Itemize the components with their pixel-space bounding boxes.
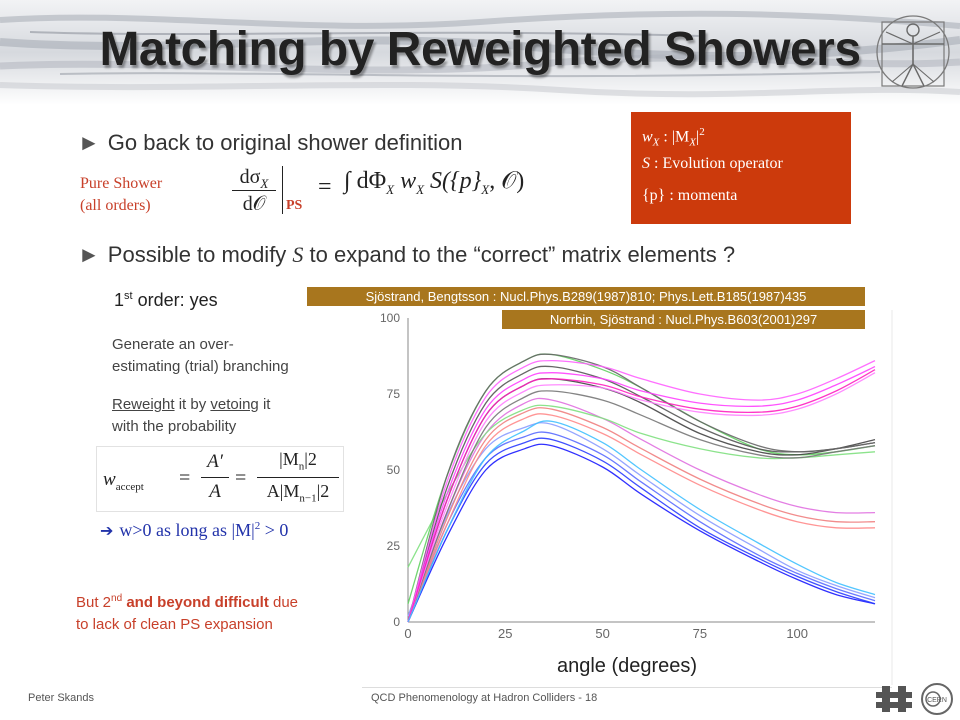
legend-momenta: {p} : momenta (642, 187, 738, 204)
y-tick-label: 0 (393, 615, 400, 629)
y-tick-label: 100 (380, 311, 400, 325)
formula1-equals: = (318, 174, 332, 200)
banner-background (0, 0, 960, 105)
footer-author: Peter Skands (28, 692, 95, 704)
formula2-frac1-num: A′ (207, 451, 223, 472)
implication-positive-weight: ➔ w>0 as long as |M|2 > 0 (100, 520, 289, 540)
series-line-12 (407, 390, 876, 623)
y-tick-label: 25 (387, 539, 401, 553)
slide-title: Matching by Reweighted Showers (99, 23, 861, 76)
formula2-frac2-num: |Mn|2 (279, 449, 317, 473)
angular-distribution-chart: 0 25 50 75 100 0 25 50 75 100 angle (degrees) (380, 310, 893, 685)
formula1-lhs-numerator: dσX (239, 166, 269, 191)
series-line-3 (407, 422, 876, 617)
formula1-evaluation-bar (282, 166, 283, 214)
series-line-2 (407, 431, 876, 623)
x-tick-label: 25 (498, 626, 512, 641)
fermilab-logo-icon (876, 686, 912, 712)
bullet-possible-modify: ► Possible to modify S to expand to the “… (78, 242, 736, 267)
right-arrow-icon: ➔ (100, 521, 114, 540)
reference-norrbin-sjostrand: Norrbin, Sjöstrand : Nucl.Phys.B603(2001… (502, 310, 865, 329)
generate-trial-text: Generate an over- estimating (trial) bra… (112, 336, 289, 375)
series-line-16 (407, 369, 876, 623)
series-line-17 (407, 420, 876, 623)
series-line-13 (407, 366, 876, 623)
formula1-lhs-denominator: d𝒪 (242, 193, 266, 215)
formula1-fraction-bar (232, 190, 276, 191)
series-line-11 (407, 353, 876, 623)
series-line-1 (407, 437, 876, 623)
accept-probability-formula: waccept = A′ A = |Mn|2 A|Mn−1|2 (96, 446, 344, 512)
formula2-equals-2: = (235, 467, 247, 489)
vitruvian-man-icon (876, 15, 950, 89)
cern-logo-icon: CERN (921, 683, 953, 715)
bullet-triangle-icon: ► (78, 242, 100, 267)
legend-evolution-operator: S : Evolution operator (642, 155, 783, 172)
bullet-go-back: ► Go back to original shower definition (78, 130, 463, 155)
series-line-4 (407, 413, 876, 623)
legend-weight: wX : |MX|2 (642, 126, 705, 149)
formula2-frac1-den: A (209, 481, 221, 502)
shower-definition-formula: dσX d𝒪 PS = ∫ dΦX wX S({p}X, 𝒪) (222, 160, 602, 230)
formula1-rhs: ∫ dΦX wX S({p}X, 𝒪) (344, 168, 525, 197)
y-tick-label: 50 (387, 463, 401, 477)
formula1-ps-subscript: PS (286, 198, 303, 213)
svg-text:CERN: CERN (927, 697, 947, 704)
higher-order-difficulty-note: But 2nd and beyond difficult due to lack… (76, 593, 299, 633)
series-line-5 (407, 407, 876, 623)
title-banner (0, 0, 960, 105)
formula2-equals-1: = (179, 467, 191, 489)
footer-divider (362, 687, 892, 688)
series-line-0 (407, 443, 876, 623)
notation-legend: wX : |MX|2 S : Evolution operator {p} : … (631, 112, 851, 224)
x-tick-label: 100 (786, 626, 808, 641)
formula2-frac1-bar (201, 477, 229, 478)
first-order-yes: 1st order: yes (114, 290, 218, 310)
formula2-lhs: waccept (103, 469, 144, 493)
formula2-frac2-bar (257, 477, 339, 478)
x-tick-label: 0 (404, 626, 411, 641)
x-tick-label: 75 (693, 626, 707, 641)
series-line-15 (407, 372, 876, 623)
y-tick-label: 75 (387, 387, 401, 401)
reference-sjostrand-bengtsson: Sjöstrand, Bengtsson : Nucl.Phys.B289(19… (307, 287, 865, 306)
x-tick-label: 50 (595, 626, 609, 641)
series-line-14 (407, 359, 876, 623)
series-line-6 (407, 397, 876, 623)
reweight-text: Reweight it by vetoing it with the proba… (112, 396, 271, 435)
pure-shower-label: Pure Shower (all orders) (80, 175, 163, 214)
bullet-triangle-icon: ► (78, 130, 100, 155)
formula2-frac2-den: A|Mn−1|2 (266, 481, 330, 505)
footer-course-page: QCD Phenomenology at Hadron Colliders - … (371, 692, 598, 704)
chart-x-axis-label: angle (degrees) (557, 655, 697, 677)
